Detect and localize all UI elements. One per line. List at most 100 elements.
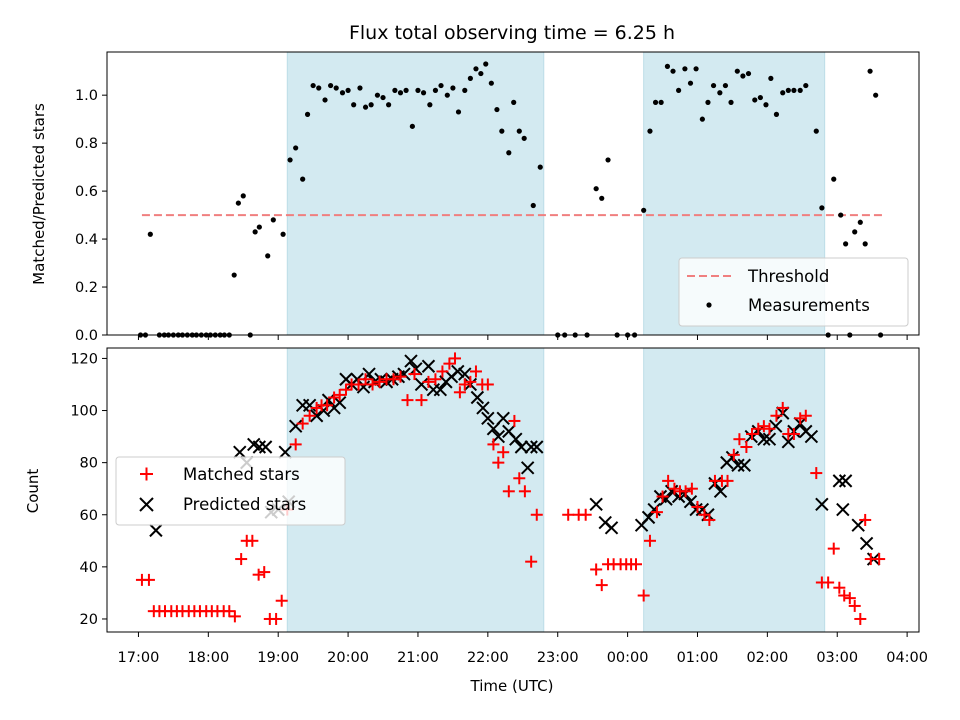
x-tick-label: 23:00	[537, 650, 579, 666]
predicted-star-point	[321, 393, 336, 407]
measurement-point	[280, 231, 286, 237]
measurement-point	[813, 128, 819, 134]
predicted-star-point	[309, 409, 324, 423]
measurement-point	[852, 229, 858, 235]
chart-title: Flux total observing time = 6.25 h	[349, 22, 675, 44]
legend-measurements-swatch	[706, 302, 712, 308]
measurement-point	[420, 90, 427, 96]
measurement-point	[797, 87, 803, 93]
measurement-point	[270, 217, 276, 223]
matched-star-point	[142, 573, 155, 586]
predicted-star-point	[851, 518, 865, 532]
matched-star-point	[595, 579, 608, 592]
matched-star-point	[799, 409, 812, 422]
measurement-point	[831, 176, 837, 182]
matched-star-point	[776, 401, 789, 414]
measurement-point	[432, 87, 439, 93]
matched-star-point	[228, 610, 241, 623]
measurement-point	[699, 116, 705, 122]
measurement-point	[670, 68, 676, 74]
ratio-panel: Flux total observing time = 6.25 h 0.00.…	[30, 22, 920, 344]
matched-star-point	[770, 409, 783, 422]
matched-star-point	[246, 534, 259, 547]
matched-star-point	[703, 513, 716, 526]
matched-star-point	[650, 506, 663, 519]
matched-star-point	[492, 456, 505, 469]
x-tick-label: 03:00	[816, 650, 858, 666]
measurement-point	[647, 128, 653, 134]
measurement-point	[444, 92, 450, 98]
top-x-ticks	[137, 335, 908, 340]
matched-star-point	[275, 594, 288, 607]
predicted-star-point	[288, 419, 303, 433]
predicted-star-point	[530, 440, 544, 454]
measurement-point	[300, 176, 306, 182]
predicted-star-point	[838, 474, 853, 488]
measurement-point	[530, 202, 536, 209]
bottom-y-tick-label: 80	[80, 456, 98, 472]
matched-star-point	[270, 612, 283, 625]
matched-star-point	[859, 513, 872, 526]
measurement-point	[773, 111, 780, 117]
matched-star-point	[258, 566, 271, 579]
predicted-star-point	[737, 458, 752, 472]
measurement-point	[599, 195, 605, 201]
measurement-point	[768, 75, 774, 81]
measurement-point	[256, 224, 262, 230]
matched-star-point	[449, 352, 461, 365]
measurement-point	[838, 212, 844, 218]
matched-star-point	[679, 485, 692, 498]
matched-star-point	[740, 441, 753, 454]
measurement-point	[658, 99, 664, 105]
predicted-star-point	[762, 432, 777, 446]
matched-star-point	[643, 534, 656, 547]
measurement-point	[403, 87, 409, 93]
measurement-point	[328, 82, 334, 89]
measurement-point	[506, 150, 512, 156]
matched-star-point	[637, 589, 650, 602]
predicted-star-point	[451, 364, 465, 379]
measurement-point	[450, 85, 456, 91]
measurement-point	[316, 85, 322, 91]
measurement-point	[380, 94, 386, 101]
measurement-point	[664, 63, 671, 69]
top-y-axis-label: Matched/Predicted stars	[30, 103, 48, 285]
measurement-point	[455, 109, 462, 115]
legend-threshold-label: Threshold	[747, 267, 829, 286]
measurement-point	[147, 231, 153, 237]
x-tick-label: 20:00	[327, 650, 369, 666]
x-tick-label: 01:00	[677, 650, 719, 666]
matched-star-point	[487, 438, 500, 451]
predicted-star-point	[252, 440, 267, 454]
measurement-point	[757, 94, 763, 101]
measurement-point	[409, 123, 415, 129]
count-panel: 20 40 60 80 100 120 17:00 18:00 19:00 20:00 21:00…	[24, 347, 928, 695]
predicted-star-point	[470, 390, 485, 405]
legend-matched-swatch	[140, 467, 153, 481]
matched-star-point	[235, 553, 248, 566]
x-tick-label: 04:00	[886, 650, 928, 666]
legend-predicted-label: Predicted stars	[183, 495, 306, 514]
predicted-star-point	[278, 445, 292, 459]
measurement-point	[780, 90, 786, 96]
measurement-point	[521, 135, 527, 141]
matched-star-point	[508, 414, 521, 427]
predicted-star-point	[409, 362, 423, 376]
measurement-point	[641, 207, 647, 213]
matched-star-point	[464, 375, 477, 388]
matched-star-point	[436, 365, 449, 378]
matched-star-point	[579, 508, 592, 521]
matched-star-point	[530, 508, 543, 521]
legend-measurements-label: Measurements	[748, 296, 870, 315]
measurement-point	[231, 272, 237, 278]
shaded-region-top-0	[286, 51, 545, 336]
matched-star-point	[822, 576, 835, 589]
matched-star-point	[481, 378, 494, 391]
predicted-star-point	[604, 521, 619, 535]
bottom-legend: Matched stars Predicted stars	[115, 456, 346, 526]
matched-star-point	[513, 472, 526, 485]
bottom-axes-frame	[106, 347, 920, 633]
bottom-y-tick-label: 100	[70, 404, 98, 420]
x-tick-label: 21:00	[397, 650, 439, 666]
